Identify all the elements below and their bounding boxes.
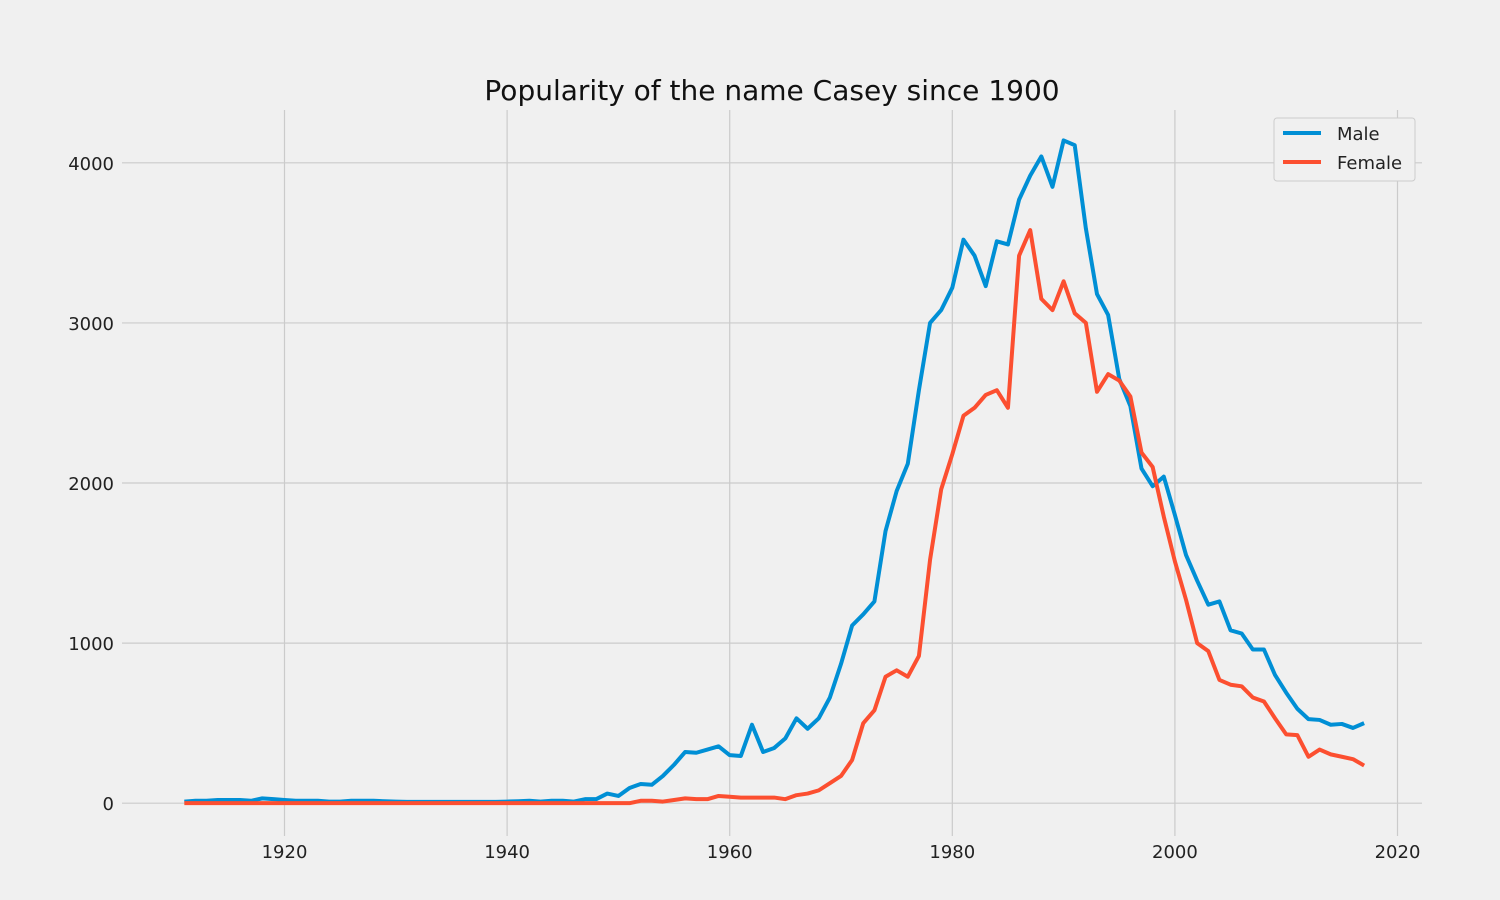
series-line-male — [184, 138, 1365, 804]
grid — [122, 110, 1422, 836]
x-tick-label: 1980 — [929, 842, 975, 863]
x-tick-label: 1920 — [262, 842, 308, 863]
y-tick-label: 3000 — [68, 314, 114, 335]
legend: Male Female — [1273, 117, 1416, 182]
y-tick-label: 1000 — [68, 634, 114, 655]
x-tick-label: 1960 — [707, 842, 753, 863]
chart-title: Popularity of the name Casey since 1900 — [484, 74, 1059, 107]
series-lines — [184, 138, 1366, 806]
x-tick-label: 2020 — [1375, 842, 1421, 863]
x-tick-label: 2000 — [1152, 842, 1198, 863]
series-line-female — [184, 228, 1366, 806]
legend-label-male: Male — [1337, 124, 1380, 145]
y-tick-label: 2000 — [68, 474, 114, 495]
legend-label-female: Female — [1337, 153, 1402, 174]
x-tick-label: 1940 — [484, 842, 530, 863]
y-tick-label: 4000 — [68, 154, 114, 175]
y-tick-label: 0 — [103, 794, 114, 815]
tick-labels: 1920 1940 1960 1980 2000 2020 0 1000 2000 3000 400… — [68, 154, 1420, 863]
